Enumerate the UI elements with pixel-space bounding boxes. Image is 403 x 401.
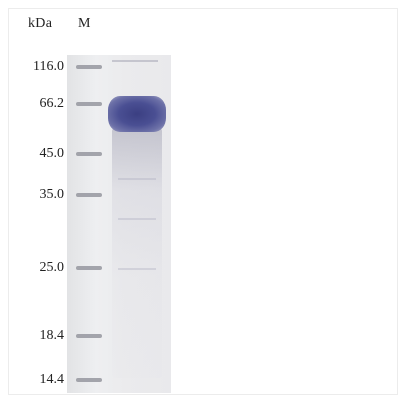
figure-frame bbox=[8, 8, 398, 395]
ladder-band-35 bbox=[76, 193, 102, 197]
marker-label-18: 18.4 bbox=[39, 328, 65, 343]
faint-band bbox=[118, 268, 156, 270]
ladder-band-14 bbox=[76, 378, 102, 382]
marker-lane-label: M bbox=[78, 16, 91, 31]
sample-lane bbox=[108, 58, 166, 388]
marker-label-25: 25.0 bbox=[39, 260, 65, 275]
ladder-band-25 bbox=[76, 266, 102, 270]
marker-label-45: 45.0 bbox=[39, 146, 65, 161]
unit-label: kDa bbox=[28, 16, 53, 31]
ladder-band-66 bbox=[76, 102, 102, 106]
faint-band bbox=[118, 178, 156, 180]
faint-band bbox=[118, 218, 156, 220]
marker-label-116: 116.0 bbox=[33, 59, 64, 74]
ladder-band-18 bbox=[76, 334, 102, 338]
marker-label-35: 35.0 bbox=[39, 187, 65, 202]
marker-label-14: 14.4 bbox=[39, 372, 65, 387]
well-edge bbox=[112, 60, 158, 62]
lane-smear bbox=[112, 128, 162, 378]
ladder-band-45 bbox=[76, 152, 102, 156]
protein-band bbox=[108, 96, 166, 132]
ladder-band-116 bbox=[76, 65, 102, 69]
marker-label-66: 66.2 bbox=[39, 96, 65, 111]
